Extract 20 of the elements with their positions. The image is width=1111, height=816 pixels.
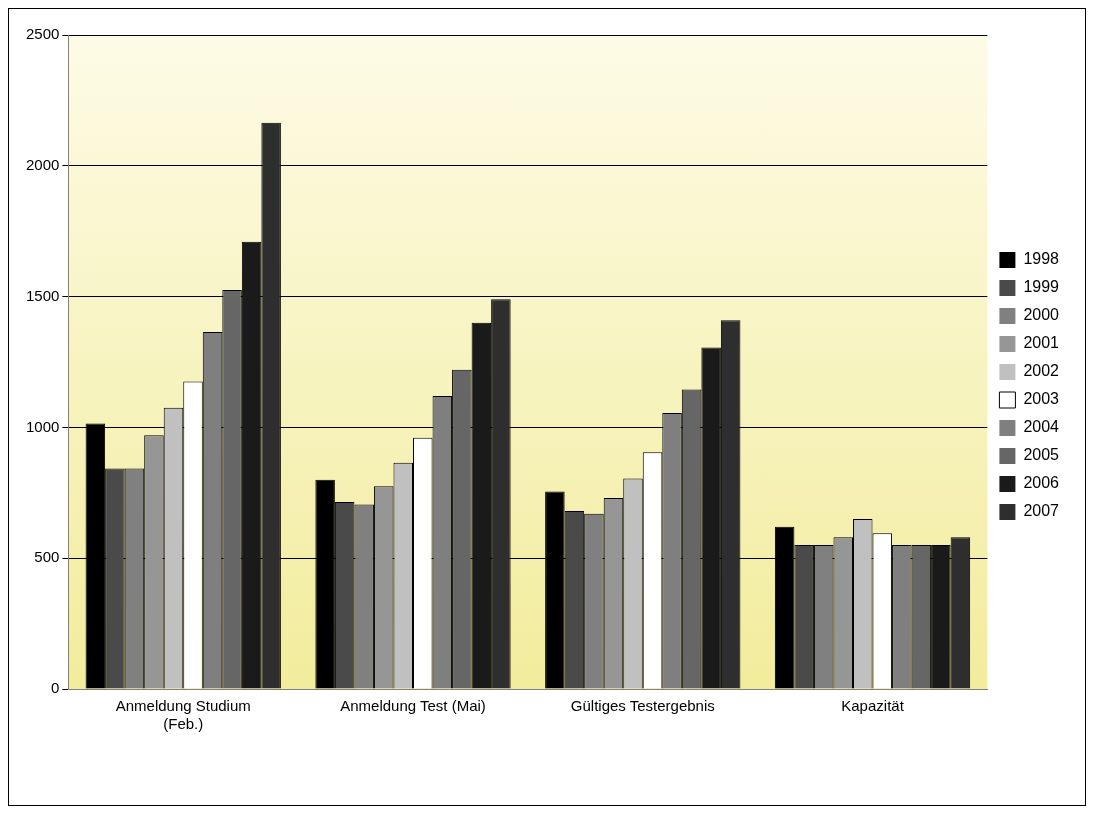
y-tick-label: 500 [34,548,60,566]
legend-label: 2001 [1023,334,1060,352]
y-tick-label: 1000 [25,417,60,435]
x-tick-label: Gültiges Testergebnis [570,697,715,715]
x-tick-label: Anmeldung Test (Mai) [340,697,486,715]
y-tick-label: 2000 [25,155,60,173]
legend-label: 2004 [1023,418,1060,436]
legend-label: 2007 [1023,502,1060,520]
legend-label: 2006 [1023,474,1060,492]
x-tick-label: Kapazität [841,697,905,715]
legend-label: 1999 [1023,278,1060,296]
legend-label: 2005 [1023,446,1060,464]
y-tick-label: 1500 [25,286,60,304]
legend-label: 1998 [1023,250,1060,268]
y-tick-label: 0 [51,679,60,697]
x-tick-label: Anmeldung Studium (Feb.) [115,697,251,733]
legend-label: 2002 [1023,362,1060,380]
legend-label: 2003 [1023,390,1060,408]
legend-label: 2000 [1023,306,1060,324]
y-tick-label: 2500 [25,25,60,43]
